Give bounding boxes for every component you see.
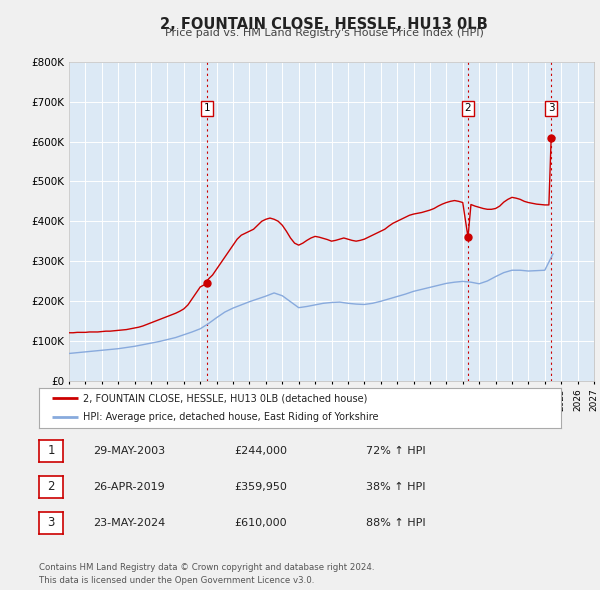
Text: 38% ↑ HPI: 38% ↑ HPI (366, 482, 425, 491)
Text: 3: 3 (548, 103, 554, 113)
Text: 1: 1 (47, 444, 55, 457)
Text: 2, FOUNTAIN CLOSE, HESSLE, HU13 0LB (detached house): 2, FOUNTAIN CLOSE, HESSLE, HU13 0LB (det… (83, 394, 368, 404)
Text: 72% ↑ HPI: 72% ↑ HPI (366, 446, 425, 455)
Text: Contains HM Land Registry data © Crown copyright and database right 2024.
This d: Contains HM Land Registry data © Crown c… (39, 563, 374, 585)
Text: £359,950: £359,950 (234, 482, 287, 491)
Text: 2: 2 (464, 103, 472, 113)
Text: 88% ↑ HPI: 88% ↑ HPI (366, 518, 425, 527)
Text: HPI: Average price, detached house, East Riding of Yorkshire: HPI: Average price, detached house, East… (83, 412, 379, 422)
Text: 1: 1 (203, 103, 210, 113)
Text: 2: 2 (47, 480, 55, 493)
Text: 23-MAY-2024: 23-MAY-2024 (93, 518, 165, 527)
Text: Price paid vs. HM Land Registry's House Price Index (HPI): Price paid vs. HM Land Registry's House … (164, 28, 484, 38)
Text: £610,000: £610,000 (234, 518, 287, 527)
Text: 2, FOUNTAIN CLOSE, HESSLE, HU13 0LB: 2, FOUNTAIN CLOSE, HESSLE, HU13 0LB (160, 17, 488, 31)
Text: 29-MAY-2003: 29-MAY-2003 (93, 446, 165, 455)
Text: 3: 3 (47, 516, 55, 529)
Text: £244,000: £244,000 (234, 446, 287, 455)
Text: 26-APR-2019: 26-APR-2019 (93, 482, 165, 491)
